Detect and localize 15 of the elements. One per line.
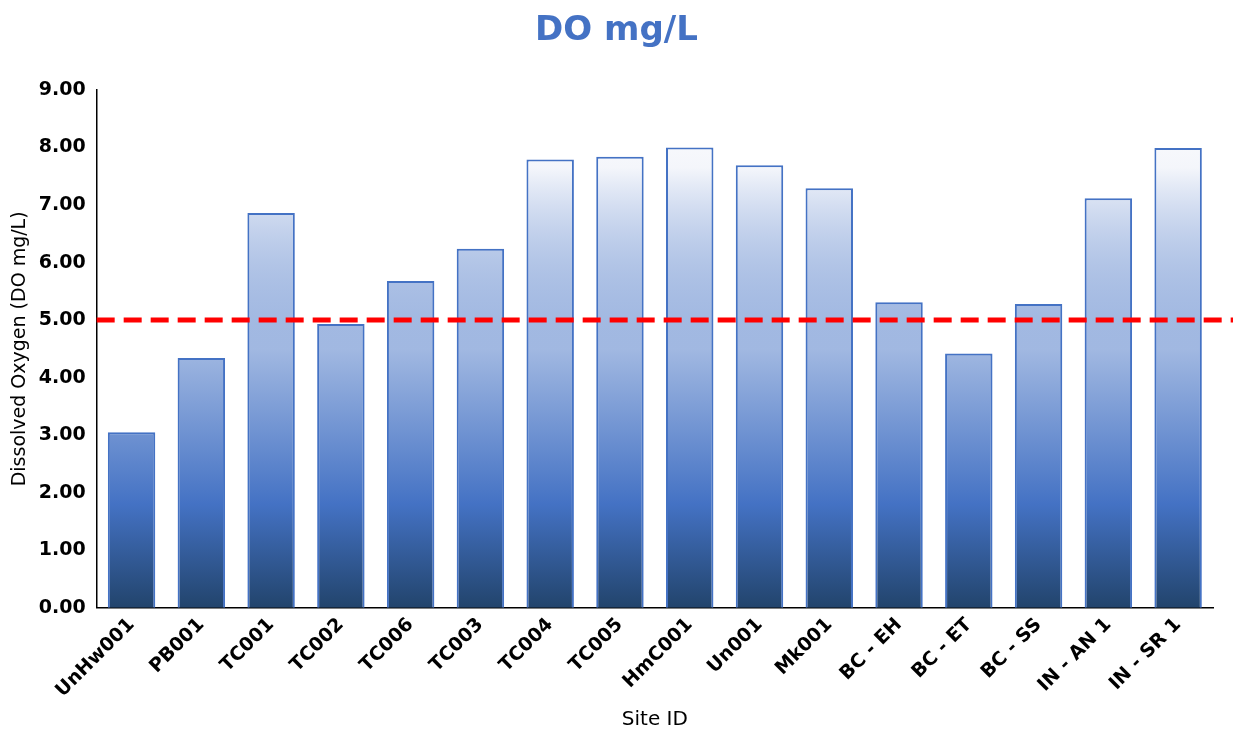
chart-title: DO mg/L (534, 8, 699, 48)
y-tick-label: 1.00 (38, 537, 86, 560)
y-tick-label: 9.00 (38, 76, 86, 99)
y-tick-label: 0.00 (38, 594, 86, 617)
x-tick-label: BC - ET (906, 612, 976, 682)
y-axis-title: Dissolved Oxygen (DO mg/L) (7, 211, 30, 487)
x-axis-title: Site ID (621, 706, 688, 731)
y-tick-label: 7.00 (38, 191, 86, 214)
y-tick-label: 4.00 (38, 364, 86, 387)
y-tick-label: 8.00 (38, 134, 86, 157)
y-tick-label: 2.00 (38, 479, 86, 502)
y-tick-label: 3.00 (38, 422, 86, 445)
y-tick-label: 5.00 (38, 307, 86, 330)
y-tick-label: 6.00 (38, 249, 86, 272)
x-tick-label: BC - EH (834, 612, 906, 684)
